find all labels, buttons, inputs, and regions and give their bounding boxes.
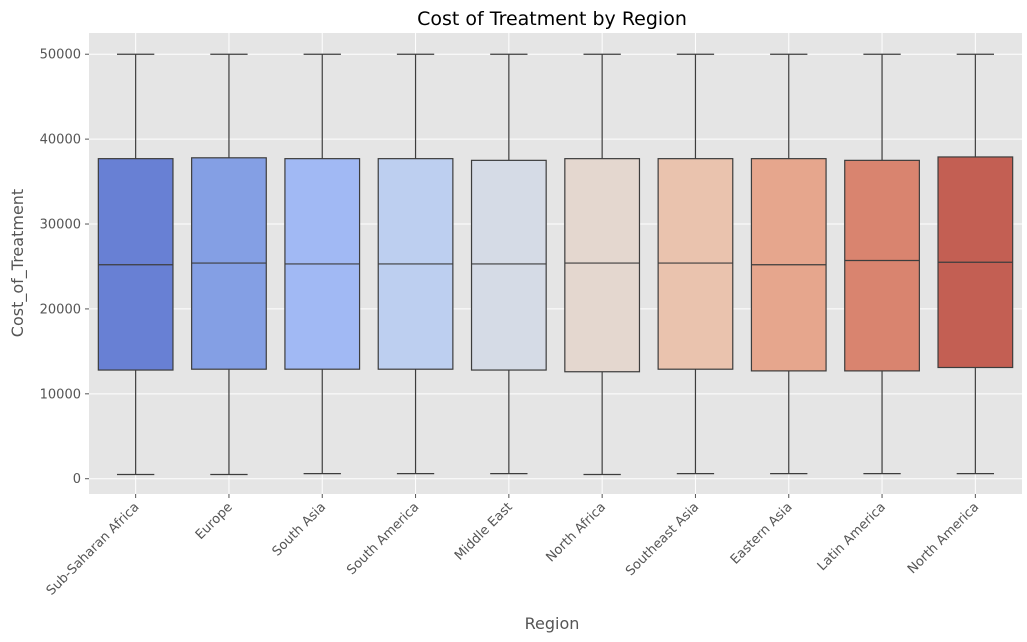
x-tick-label: Europe xyxy=(193,500,236,543)
box-iqr xyxy=(470,159,547,371)
y-tick-label: 10000 xyxy=(40,387,81,402)
y-tick-label: 20000 xyxy=(40,302,81,317)
x-tick-label: North Africa xyxy=(544,500,609,565)
box-10 xyxy=(937,53,1014,475)
x-tick-label: South America xyxy=(344,500,422,578)
x-tick-label: Latin America xyxy=(815,500,889,574)
x-tick-label: Sub-Saharan Africa xyxy=(44,500,143,599)
box-9 xyxy=(844,53,920,475)
y-tick-label: 50000 xyxy=(40,48,81,63)
box-iqr xyxy=(657,158,734,370)
y-axis-label: Cost_of_Treatment xyxy=(8,189,28,337)
box-plots xyxy=(97,53,1014,476)
y-tick-label: 30000 xyxy=(40,218,81,233)
box-4 xyxy=(377,53,454,475)
x-tick-label: Middle East xyxy=(452,500,516,564)
box-iqr xyxy=(564,158,641,373)
x-tick-label: North America xyxy=(905,500,982,577)
box-1 xyxy=(97,53,174,476)
box-2 xyxy=(191,53,267,476)
chart-title: Cost of Treatment by Region xyxy=(417,8,687,30)
y-tick-label: 40000 xyxy=(40,133,81,148)
y-axis-ticks: 0 10000 20000 30000 40000 50000 xyxy=(40,48,89,487)
box-3 xyxy=(284,53,361,475)
x-tick-label: Eastern Asia xyxy=(728,500,796,568)
box-6 xyxy=(564,53,641,476)
box-5 xyxy=(470,53,547,475)
x-axis-label: Region xyxy=(525,614,580,633)
box-iqr xyxy=(844,159,920,372)
y-tick-label: 0 xyxy=(73,472,81,487)
x-tick-label: Southeast Asia xyxy=(623,500,702,579)
box-8 xyxy=(750,53,827,475)
x-axis-ticks: Sub-Saharan Africa Europe South Asia South … xyxy=(44,494,982,599)
x-tick-label: South Asia xyxy=(270,500,330,560)
box-7 xyxy=(657,53,734,475)
